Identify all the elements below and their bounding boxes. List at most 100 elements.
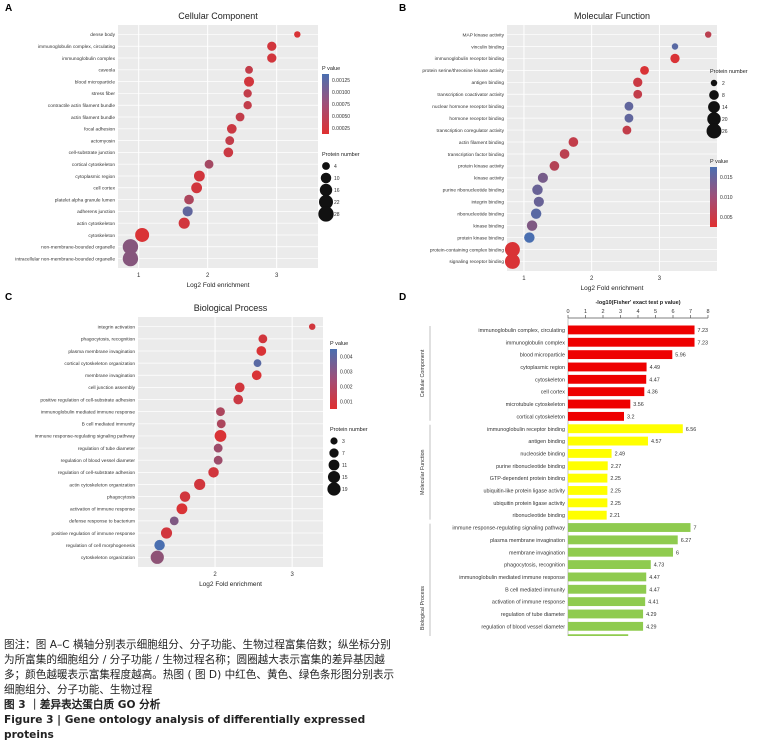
y-tick-label: activation of immune response [70,507,135,513]
bubble-point [530,208,542,219]
caption-chinese-title: 图 3 ｜差异表达蛋白质 GO 分析 [4,699,161,711]
y-tick-label: immune response-regulating signaling pat… [35,434,136,440]
bar [568,498,608,508]
y-tick-label: cytoplasmic region [75,174,115,180]
bar [568,362,647,372]
bar-category-label: phagocytosis, recognition [504,563,565,569]
bubble-point [624,101,634,111]
bar-category-label: cell cortex [541,390,566,396]
y-tick-label: transcription coregulator activity [437,128,505,134]
legend-tick: 0.015 [720,175,733,181]
bar [568,535,678,545]
bar-category-label: immunoglobulin receptor binding [487,427,565,433]
legend-title: P value [330,341,348,347]
bubble-point [214,430,227,442]
legend-tick: 0.005 [720,215,733,221]
legend-tick: 28 [334,212,340,218]
bubble-point [213,443,223,453]
top-axis-tick-label: 4 [636,309,639,315]
legend-tick: 0.003 [340,370,353,376]
bubble-point [524,232,535,243]
chart-title: Molecular Function [574,11,650,21]
panel-label-b: B [399,3,406,14]
bar [568,572,647,582]
legend-tick: 3 [342,439,345,445]
bubble-point [532,184,543,196]
bubble-point [135,227,150,242]
bar-value-label: 2.25 [610,489,621,495]
bar [568,350,673,360]
y-tick-label: defense response to bacterium [69,519,135,525]
legend-tick: 0.00050 [332,114,350,120]
bar-category-label: immunoglobulin complex [506,340,566,346]
bar [568,510,607,520]
bubble-point [223,147,234,158]
bar-category-label: membrane invagination [509,550,565,556]
y-tick-label: cell-substrate junction [69,150,116,156]
y-tick-label: integrin activation [98,325,136,331]
bubble-point [704,31,712,38]
bubble-point [640,65,649,75]
legend-tick: 0.00025 [332,126,350,132]
bar-value-label: 7 [694,526,697,532]
y-tick-label: regulation of cell-substrate adhesion [58,470,135,476]
group-label: Biological Process [420,586,426,630]
size-legend-dot [708,101,720,113]
y-tick-label: hormone receptor binding [449,116,504,122]
legend-tick: 0.010 [720,195,733,201]
legend-tick: 0.00100 [332,90,350,96]
bubble-point [549,161,560,171]
bubble-point [267,41,277,51]
bubble-point [160,527,173,539]
x-tick-label: 3 [290,572,294,578]
bar-category-label: regulation of tube diameter [501,612,565,618]
bar-category-label: activation of immune response [492,600,565,606]
legend-tick: 0.002 [340,385,353,391]
y-tick-label: protein kinase binding [457,235,504,241]
y-tick-label: stress fiber [92,91,116,97]
y-tick-label: actin filament binding [459,140,504,146]
bar-value-label: 6.27 [681,538,692,544]
bubble-point [633,77,643,87]
y-tick-label: contractile actin filament bundle [48,103,116,109]
size-legend-dot [327,470,341,484]
bubble-point [234,382,245,393]
legend-title: Protein number [330,427,368,433]
pvalue-colorbar [710,167,717,227]
bar-value-label: 4.49 [650,365,661,371]
legend-tick: 19 [342,487,348,493]
bubble-point [533,196,544,207]
bar-value-label: 7.23 [698,328,709,334]
bar [568,486,608,495]
legend-tick: 7 [342,451,345,457]
y-tick-label: signaling receptor binding [449,259,504,265]
group-label: Molecular Function [420,449,426,495]
top-axis-tick-label: 5 [654,309,657,315]
y-tick-label: phagocytosis, recognition [81,337,135,343]
bubble-point [670,53,680,64]
size-legend-dot [329,448,339,458]
bar-value-label: 7.23 [698,340,709,346]
y-tick-label: cortical cytoskeleton [72,162,116,168]
bubble-chart-b: 1 2 3 Molecular Function Log2 Fold enrichmen… [422,11,747,292]
chart-title: Cellular Component [178,11,258,21]
size-legend-dot [318,206,334,222]
legend-tick: 4 [334,164,337,170]
size-legend-dot [709,90,719,100]
size-legend-dot [328,459,340,471]
pvalue-colorbar [330,349,337,409]
bubble-point [226,123,237,134]
x-axis-label: Log2 Fold enrichment [187,282,250,289]
bubble-point [504,253,520,269]
legend-tick: 11 [342,463,347,469]
bar [568,461,608,471]
bar [568,584,647,594]
size-legend-dot [710,79,718,87]
caption-chinese: 图注：图 A–C 横轴分别表示细胞组分、分子功能、生物过程富集倍数；纵坐标分别为… [4,639,395,696]
size-legend-dot [319,183,333,197]
top-axis-tick-label: 2 [601,309,604,315]
bar-category-label: regulation of blood vessel diameter [481,624,565,630]
bubble-point [253,359,262,368]
y-tick-label: plasma membrane invagination [68,349,135,355]
bubble-point [204,159,214,169]
